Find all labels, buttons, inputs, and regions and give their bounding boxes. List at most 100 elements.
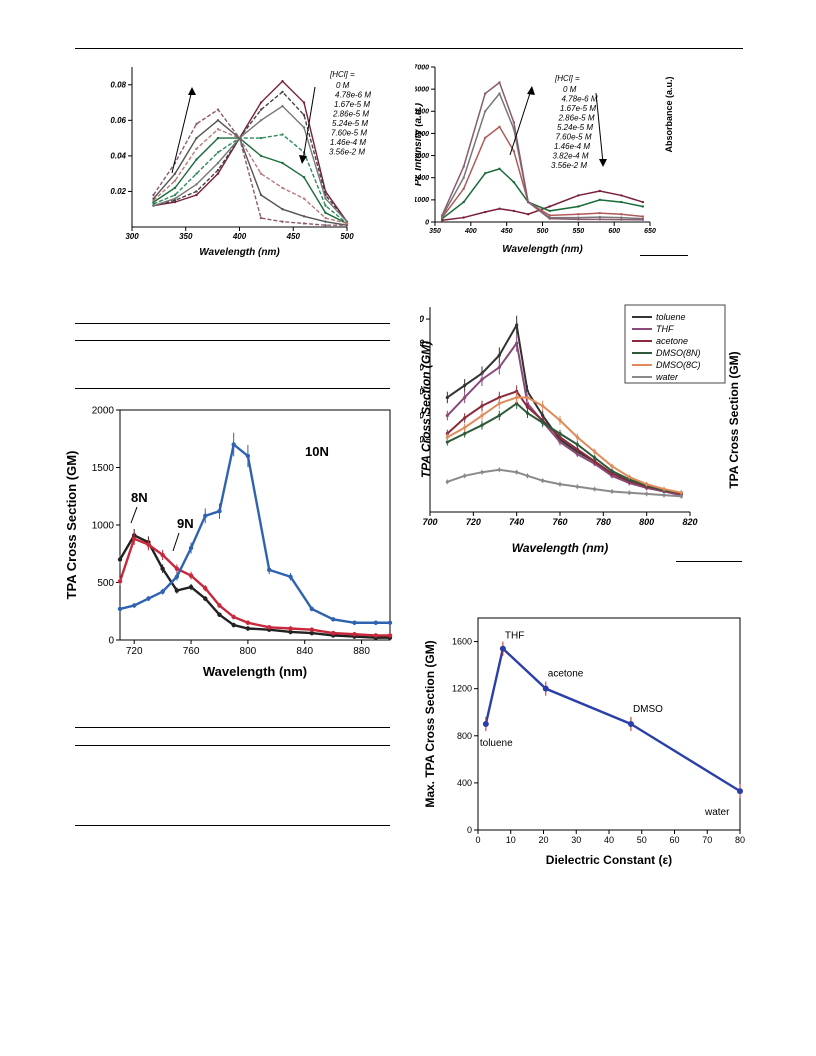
y-tick-label-400: 400 bbox=[457, 778, 472, 788]
x-tick-label-300: 300 bbox=[125, 232, 139, 241]
series-line-2-86e-5-m bbox=[153, 133, 348, 224]
series-line-3-56e-2-m bbox=[152, 108, 347, 226]
point-label-acetone: acetone bbox=[548, 669, 584, 680]
data-point-dmso-8c bbox=[662, 487, 666, 491]
data-point-dmso-8c bbox=[558, 418, 562, 422]
data-point-8n bbox=[160, 566, 165, 571]
data-point-4-78e-6-m bbox=[462, 200, 465, 204]
data-point-3-56e-2-m bbox=[259, 216, 263, 220]
data-point-1-67e-5-m bbox=[216, 161, 220, 165]
data-point-1-67e-5-m bbox=[302, 126, 306, 129]
legend-item-4-78e-6-m: 4.78e-6 M bbox=[562, 95, 598, 104]
x-tick-label-0: 0 bbox=[475, 835, 480, 845]
y-tick-label-6000: 6000 bbox=[415, 86, 429, 93]
data-point-9n bbox=[245, 620, 251, 625]
data-point-0-m bbox=[216, 172, 220, 175]
data-point-0-m bbox=[512, 209, 516, 213]
data-point-dmso-8c bbox=[575, 435, 579, 439]
y-tick-label-1000: 1000 bbox=[415, 197, 429, 204]
data-point-3-56e-2-m bbox=[512, 121, 516, 124]
data-point-5-24e-5-m bbox=[152, 200, 155, 204]
legend-item-dmso-8c: DMSO(8C) bbox=[656, 360, 701, 370]
x-tick-label-40: 40 bbox=[604, 835, 614, 845]
data-point-4-78e-6-m bbox=[173, 199, 177, 202]
data-point-1-67e-5-m bbox=[598, 211, 602, 215]
data-point-max-tpa bbox=[499, 645, 506, 652]
data-point-8n bbox=[288, 629, 293, 635]
data-point-thf bbox=[575, 452, 579, 456]
data-point-2-86e-5-m bbox=[324, 204, 327, 207]
data-point-dmso-8n bbox=[593, 456, 597, 460]
solvent-rule bbox=[676, 561, 742, 562]
arrow-up bbox=[171, 89, 193, 174]
x-tick-label-800: 800 bbox=[639, 517, 654, 527]
data-point-0-m bbox=[259, 101, 263, 104]
annotation-8n: 8N bbox=[131, 490, 148, 505]
arrow-down bbox=[595, 92, 604, 164]
data-point-3-56e-2-m bbox=[302, 222, 306, 225]
data-point-dmso-8c bbox=[515, 395, 519, 400]
legend-item-dmso-8n: DMSO(8N) bbox=[656, 348, 701, 358]
data-point-dmso-8c bbox=[525, 395, 530, 400]
data-point-0-m bbox=[641, 200, 645, 204]
data-point-1-67e-5-m bbox=[548, 214, 551, 217]
data-point-9n bbox=[309, 627, 315, 632]
data-point-dmso-8n bbox=[558, 432, 562, 436]
data-point-5-24e-5-m bbox=[281, 161, 284, 165]
data-point-acetone bbox=[463, 416, 467, 420]
tpa-solvent-chart: 7007207407607808008201600140012001000800… bbox=[404, 295, 750, 565]
data-point-9n bbox=[132, 536, 137, 541]
data-point-8n bbox=[231, 622, 236, 628]
table2-rule-mid bbox=[75, 745, 390, 746]
data-point-10n bbox=[387, 620, 393, 625]
x-tick-label-880: 880 bbox=[353, 646, 370, 657]
x-axis-label: Dielectric Constant (ε) bbox=[546, 853, 672, 867]
data-point-9n bbox=[352, 632, 357, 637]
data-point-2-86e-5-m bbox=[195, 172, 198, 175]
x-tick-label-650: 650 bbox=[644, 228, 656, 235]
x-tick-label-450: 450 bbox=[286, 232, 301, 241]
y2-axis-label: Absorbance (a.u.) bbox=[664, 76, 674, 152]
data-point-7-60e-5-m bbox=[173, 179, 177, 182]
data-point-7-60e-5-m bbox=[195, 147, 198, 150]
data-point-1-67e-5-m bbox=[281, 104, 284, 108]
data-point-10n bbox=[174, 574, 180, 579]
legend-item-1-67e-5-m: 1.67e-5 M bbox=[334, 100, 370, 109]
table1-rule-mid bbox=[75, 340, 390, 341]
data-point-9n bbox=[174, 566, 180, 571]
y-tick-label-500: 500 bbox=[97, 578, 114, 589]
data-point-10n bbox=[373, 620, 378, 625]
data-point-max-tpa bbox=[627, 721, 634, 727]
table2-rule-bottom bbox=[75, 825, 390, 826]
data-point-water bbox=[679, 494, 683, 498]
data-point-water bbox=[541, 479, 545, 483]
max-tpa-dielectric-svg: 0 10 20 30 40 50 60 70 80040080012001600Dielectr… bbox=[423, 617, 745, 867]
data-point-water bbox=[445, 480, 449, 484]
data-point-10n bbox=[117, 606, 123, 612]
y-tick-label-1600: 1600 bbox=[452, 637, 472, 647]
data-point-dmso-8n bbox=[610, 469, 614, 473]
legend-item-5-24e-5-m: 5.24e-5 M bbox=[557, 123, 593, 132]
data-point-0-m bbox=[577, 194, 580, 197]
data-point-0-m bbox=[483, 210, 487, 214]
series-line-max-tpa bbox=[484, 646, 741, 793]
data-point-acetone bbox=[497, 395, 501, 400]
data-point-0-m bbox=[281, 80, 284, 83]
arrow-up-head bbox=[188, 87, 196, 95]
annotation-9n-arrow bbox=[172, 532, 180, 552]
table2-rule-top bbox=[75, 727, 390, 728]
y-axis-label: TPA Cross Section (GM) bbox=[65, 451, 79, 600]
data-point-1-67e-5-m bbox=[324, 197, 327, 200]
x-tick-label-840: 840 bbox=[296, 646, 313, 657]
data-point-4-78e-6-m bbox=[281, 90, 284, 94]
data-point-3-56e-2-m bbox=[238, 136, 241, 140]
data-point-9n bbox=[267, 625, 272, 630]
data-point-7-60e-5-m bbox=[281, 186, 284, 190]
data-point-8n bbox=[117, 557, 123, 562]
data-point-2-86e-5-m bbox=[598, 215, 602, 219]
data-point-1-67e-5-m bbox=[512, 149, 516, 153]
data-point-5-24e-5-m bbox=[173, 186, 177, 190]
y-tick-label-1000: 1000 bbox=[92, 520, 115, 531]
data-point-10n bbox=[217, 509, 222, 514]
